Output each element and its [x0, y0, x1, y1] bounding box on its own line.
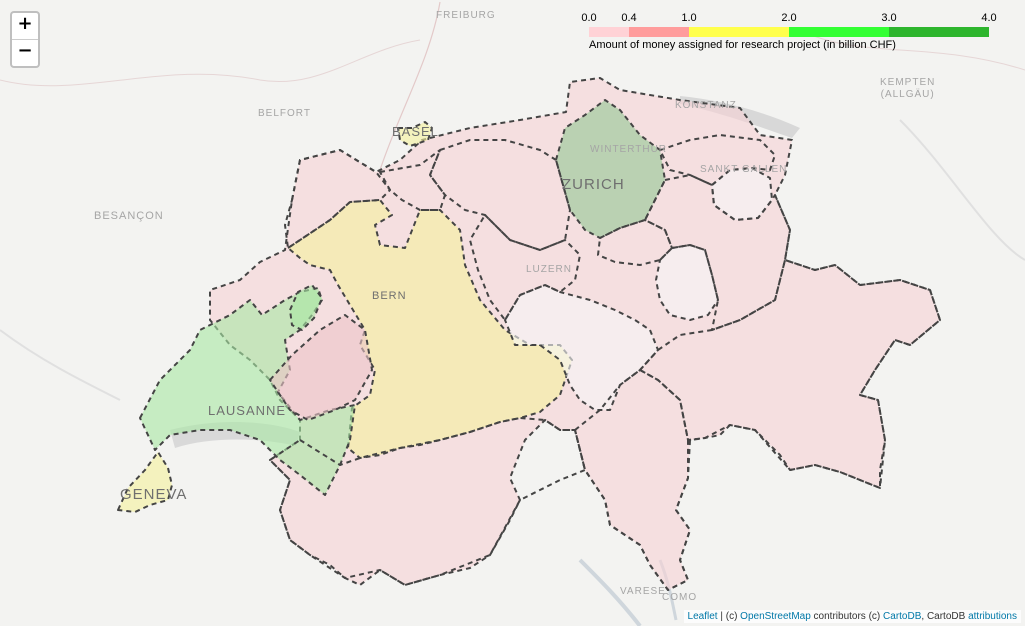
- canton-solothurn[interactable]: [379, 149, 446, 211]
- canton-geneva[interactable]: [117, 451, 173, 513]
- place-label-kempten: KEMPTEN (ALLGÄU): [880, 77, 936, 100]
- cantons-layer: [117, 77, 941, 591]
- legend-tick: 1.0: [681, 12, 697, 24]
- attribution-bar: Leaflet | (c) OpenStreetMap contributors…: [683, 610, 1021, 623]
- legend-swatch: [589, 27, 629, 37]
- place-label-konstanz: KONSTANZ: [675, 100, 737, 111]
- place-label-sankt-gallen: SANKT GALLEN: [700, 164, 788, 175]
- canton-ticino[interactable]: [574, 369, 691, 591]
- road: [899, 119, 1025, 261]
- lake-maggiore: [578, 558, 642, 626]
- canton-schwyz[interactable]: [597, 219, 673, 266]
- legend-tick: 4.0: [981, 12, 997, 24]
- canton-st-gallen[interactable]: [644, 174, 791, 331]
- canton-thurgau[interactable]: [659, 134, 776, 186]
- place-label-winterthur: WINTERTHUR: [590, 144, 668, 155]
- legend-tick: 3.0: [881, 12, 897, 24]
- canton-basel-stadt[interactable]: [397, 121, 433, 147]
- canton-aargau[interactable]: [429, 139, 571, 251]
- zoom-control: + −: [10, 11, 40, 68]
- city-label-lausanne: LAUSANNE: [208, 403, 287, 418]
- place-label-belfort: BELFORT: [258, 108, 311, 119]
- zoom-out-button[interactable]: −: [12, 39, 38, 66]
- legend-swatch: [789, 27, 889, 37]
- canton-nidwalden-white[interactable]: [655, 244, 719, 321]
- attribution-text: , CartoDB: [921, 611, 969, 622]
- border-line: [0, 39, 421, 87]
- attributions-link[interactable]: attributions: [968, 611, 1017, 622]
- legend-caption: Amount of money assigned for research pr…: [589, 39, 896, 51]
- canton-fribourg[interactable]: [269, 314, 373, 421]
- legend-tick: 0.0: [581, 12, 597, 24]
- border-line: [799, 29, 1025, 71]
- legend-tick: 2.0: [781, 12, 797, 24]
- city-label-geneva: GENEVA: [120, 486, 188, 503]
- attribution-text: | (c): [717, 611, 741, 622]
- osm-link[interactable]: OpenStreetMap: [740, 611, 811, 622]
- city-label-bern: BERN: [372, 290, 407, 302]
- place-label-luzern: LUZERN: [526, 264, 573, 275]
- city-label-zurich: ZURICH: [562, 176, 625, 193]
- legend-swatch: [629, 27, 689, 37]
- place-label-como: COMO: [662, 592, 698, 603]
- attribution-text: contributors (c): [810, 611, 884, 622]
- place-label-besancon: BESANÇON: [94, 210, 164, 222]
- place-label-varese: VARESE: [620, 586, 666, 597]
- place-label-freiburg: FREIBURG: [436, 10, 496, 21]
- cartodb-link[interactable]: CartoDB: [883, 611, 922, 622]
- legend-swatch: [689, 27, 789, 37]
- canton-neuchatel-strip[interactable]: [289, 284, 323, 331]
- border-line: [379, 1, 441, 171]
- leaflet-link[interactable]: Leaflet: [687, 611, 718, 622]
- legend-tick: 0.4: [621, 12, 637, 24]
- canton-zurich[interactable]: [555, 99, 666, 239]
- color-legend: 0.0 0.4 1.0 2.0 3.0 4.0 Amount of money …: [580, 12, 1000, 54]
- zoom-in-button[interactable]: +: [17, 13, 33, 34]
- legend-swatch: [889, 27, 989, 37]
- city-label-basel: BASEL: [392, 124, 439, 139]
- road: [0, 329, 121, 401]
